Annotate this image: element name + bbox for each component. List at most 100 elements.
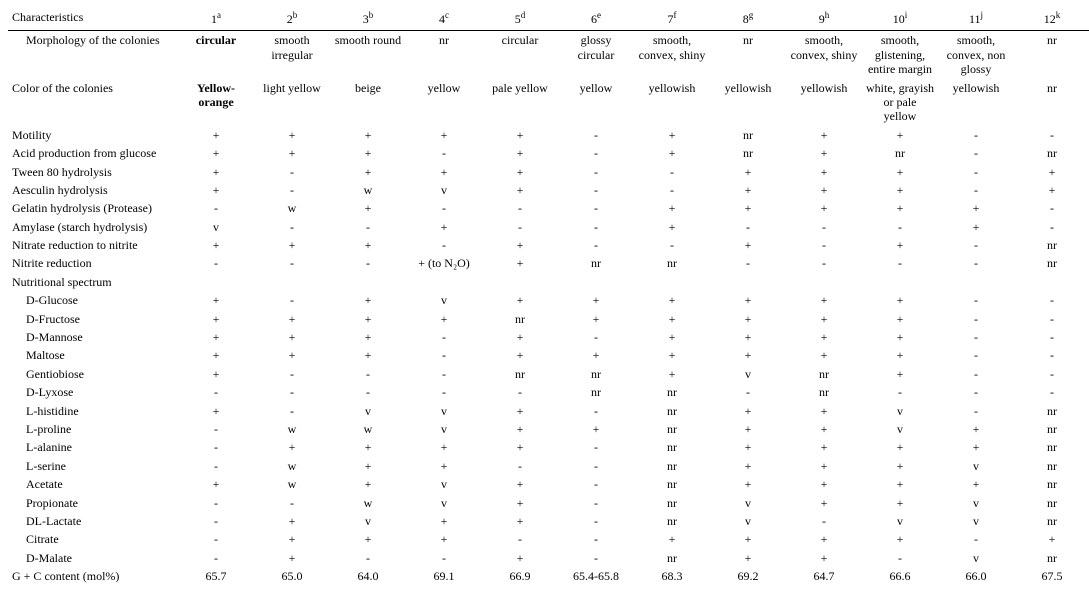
cell: nr: [634, 475, 710, 493]
row-label: D-Lyxose: [8, 383, 178, 401]
cell: -: [558, 199, 634, 217]
cell: +: [786, 475, 862, 493]
cell: -: [406, 144, 482, 162]
cell: Yellow-orange: [178, 79, 254, 126]
table-row: Nitrate reduction to nitrite+++-+--+-+-n…: [8, 236, 1089, 254]
cell: [406, 273, 482, 291]
cell: 66.0: [938, 567, 1014, 585]
cell: nr: [558, 365, 634, 383]
cell: +: [710, 291, 786, 309]
cell: +: [710, 420, 786, 438]
cell: -: [862, 254, 938, 272]
table-row: Gelatin hydrolysis (Protease)-w+---+++++…: [8, 199, 1089, 217]
cell: -: [482, 457, 558, 475]
cell: +: [786, 402, 862, 420]
cell: +: [710, 310, 786, 328]
column-header: 9h: [786, 8, 862, 31]
cell: +: [710, 475, 786, 493]
cell: -: [558, 475, 634, 493]
cell: v: [330, 402, 406, 420]
cell: -: [938, 402, 1014, 420]
table-row: Nitrite reduction---+ (to N₂O)+nrnr----n…: [8, 254, 1089, 272]
row-label: DL-Lactate: [8, 512, 178, 530]
column-header: 3b: [330, 8, 406, 31]
cell: -: [1014, 365, 1089, 383]
cell: +: [178, 328, 254, 346]
cell: -: [938, 254, 1014, 272]
cell: +: [862, 236, 938, 254]
cell: -: [786, 512, 862, 530]
cell: +: [710, 438, 786, 456]
cell: +: [254, 236, 330, 254]
cell: nr: [634, 494, 710, 512]
cell: +: [786, 457, 862, 475]
cell: nr: [710, 126, 786, 144]
cell: -: [1014, 199, 1089, 217]
comparison-table: Characteristics 1a2b3b4c5d6e7f8g9h10i11j…: [8, 8, 1089, 586]
cell: -: [178, 512, 254, 530]
cell: +: [786, 494, 862, 512]
cell: +: [634, 144, 710, 162]
cell: +: [482, 328, 558, 346]
cell: v: [938, 549, 1014, 567]
table-body: Morphology of the coloniescircularsmooth…: [8, 31, 1089, 586]
row-label: D-Malate: [8, 549, 178, 567]
cell: v: [406, 291, 482, 309]
column-header: 8g: [710, 8, 786, 31]
cell: [330, 273, 406, 291]
cell: +: [482, 549, 558, 567]
cell: nr: [634, 420, 710, 438]
cell: +: [406, 530, 482, 548]
cell: -: [558, 402, 634, 420]
row-label: Morphology of the colonies: [8, 31, 178, 79]
table-row: G + C content (mol%)65.765.064.069.166.9…: [8, 567, 1089, 585]
cell: -: [178, 438, 254, 456]
cell: +: [634, 346, 710, 364]
cell: nr: [1014, 438, 1089, 456]
cell: +: [482, 144, 558, 162]
table-row: D-Lyxose-----nrnr-nr---: [8, 383, 1089, 401]
cell: -: [786, 218, 862, 236]
cell: -: [938, 530, 1014, 548]
cell: +: [634, 365, 710, 383]
cell: -: [558, 126, 634, 144]
row-label: D-Glucose: [8, 291, 178, 309]
cell: 64.0: [330, 567, 406, 585]
cell: +: [710, 530, 786, 548]
cell: +: [330, 475, 406, 493]
table-row: DL-Lactate-+v++-nrv-vvnr: [8, 512, 1089, 530]
header-title: Characteristics: [8, 8, 178, 31]
cell: 64.7: [786, 567, 862, 585]
cell: -: [330, 218, 406, 236]
cell: +: [862, 494, 938, 512]
cell: v: [330, 512, 406, 530]
cell: nr: [482, 310, 558, 328]
cell: +: [482, 181, 558, 199]
row-label: Nitrite reduction: [8, 254, 178, 272]
cell: -: [938, 291, 1014, 309]
cell: +: [786, 126, 862, 144]
table-row: Morphology of the coloniescircularsmooth…: [8, 31, 1089, 79]
cell: +: [786, 199, 862, 217]
cell: [558, 273, 634, 291]
cell: +: [482, 420, 558, 438]
cell: +: [254, 438, 330, 456]
cell: +: [862, 438, 938, 456]
cell: +: [406, 438, 482, 456]
cell: nr: [1014, 494, 1089, 512]
cell: nr: [558, 383, 634, 401]
cell: nr: [1014, 457, 1089, 475]
cell: v: [406, 181, 482, 199]
table-row: D-Glucose+-+v++++++--: [8, 291, 1089, 309]
cell: nr: [1014, 144, 1089, 162]
cell: +: [482, 402, 558, 420]
cell: +: [1014, 181, 1089, 199]
cell: +: [330, 163, 406, 181]
table-row: Citrate-+++--++++-+: [8, 530, 1089, 548]
cell: -: [786, 236, 862, 254]
cell: +: [482, 126, 558, 144]
cell: +: [254, 346, 330, 364]
cell: nr: [406, 31, 482, 79]
cell: +: [558, 291, 634, 309]
cell: +: [406, 457, 482, 475]
